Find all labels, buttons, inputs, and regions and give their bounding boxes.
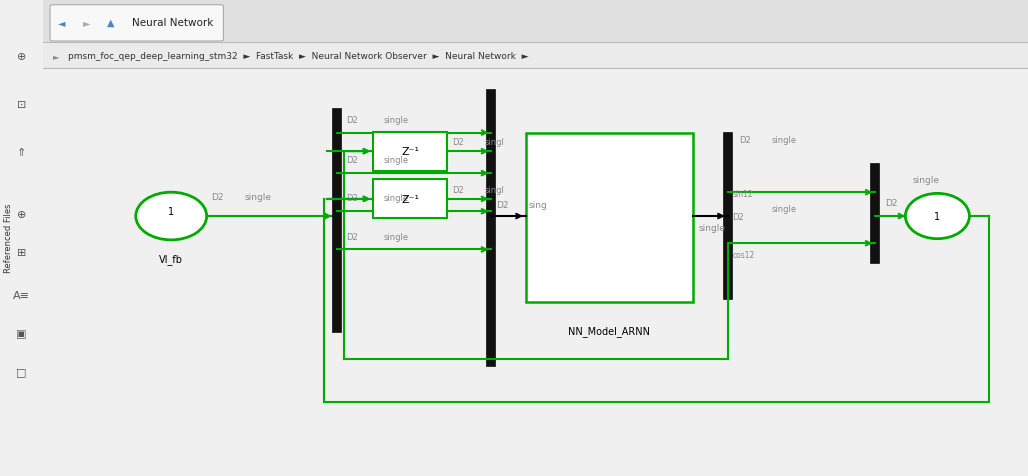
- Text: ⊞: ⊞: [16, 248, 27, 257]
- Text: ▲: ▲: [107, 18, 115, 28]
- Text: D2: D2: [452, 186, 464, 194]
- Text: sing: sing: [528, 200, 548, 209]
- Text: sin12: sin12: [733, 189, 754, 198]
- FancyBboxPatch shape: [373, 180, 447, 219]
- Text: single: single: [383, 116, 409, 124]
- Text: D2: D2: [212, 193, 224, 202]
- Ellipse shape: [136, 193, 207, 240]
- Text: single: single: [772, 136, 797, 145]
- FancyBboxPatch shape: [43, 43, 1028, 69]
- Text: 1: 1: [169, 207, 175, 217]
- Text: D2: D2: [346, 156, 358, 165]
- FancyBboxPatch shape: [43, 0, 1028, 48]
- Text: D2: D2: [885, 199, 897, 208]
- Text: singl: singl: [484, 186, 505, 194]
- Text: D2: D2: [346, 232, 358, 241]
- Text: ⊡: ⊡: [16, 100, 27, 109]
- Text: Z⁻¹: Z⁻¹: [401, 195, 419, 204]
- Ellipse shape: [906, 194, 969, 239]
- Text: □: □: [16, 367, 27, 376]
- Text: D2: D2: [733, 212, 744, 221]
- Text: single: single: [383, 232, 409, 241]
- FancyBboxPatch shape: [525, 133, 693, 302]
- Text: single: single: [383, 156, 409, 165]
- Text: Neural Network: Neural Network: [132, 18, 213, 28]
- Text: ⊕: ⊕: [16, 52, 27, 62]
- Text: D2: D2: [346, 116, 358, 124]
- Text: single: single: [383, 194, 409, 203]
- Text: single: single: [920, 199, 947, 208]
- Text: 1: 1: [934, 212, 941, 221]
- Text: A≡: A≡: [13, 290, 30, 300]
- FancyBboxPatch shape: [373, 132, 447, 171]
- Text: single: single: [913, 175, 940, 184]
- Text: single: single: [698, 224, 725, 233]
- Text: VI_fb: VI_fb: [159, 254, 183, 265]
- Text: pmsm_foc_qep_deep_learning_stm32  ►  FastTask  ►  Neural Network Observer  ►  Ne: pmsm_foc_qep_deep_learning_stm32 ► FastT…: [68, 52, 528, 60]
- Text: singl: singl: [484, 138, 505, 147]
- Text: ►: ►: [82, 18, 90, 28]
- Text: NN_Model_ARNN: NN_Model_ARNN: [568, 326, 651, 336]
- Text: Z⁻¹: Z⁻¹: [401, 147, 419, 157]
- Text: D2: D2: [739, 136, 751, 145]
- FancyBboxPatch shape: [50, 6, 223, 42]
- Text: ⊕: ⊕: [16, 209, 27, 219]
- Text: Referenced Files: Referenced Files: [4, 203, 12, 273]
- Text: single: single: [772, 205, 797, 214]
- Text: ⇑: ⇑: [16, 148, 27, 157]
- Text: ►: ►: [53, 52, 60, 60]
- Text: ◄: ◄: [58, 18, 66, 28]
- Text: D2: D2: [346, 194, 358, 203]
- Text: cos12: cos12: [733, 250, 755, 259]
- Text: ▣: ▣: [16, 328, 27, 338]
- Text: single: single: [244, 193, 271, 202]
- Text: D2: D2: [497, 200, 509, 209]
- Text: D2: D2: [452, 138, 464, 147]
